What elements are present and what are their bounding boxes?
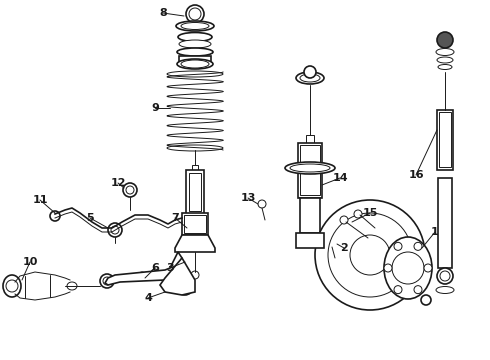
Circle shape bbox=[354, 210, 362, 218]
Ellipse shape bbox=[3, 275, 21, 297]
FancyBboxPatch shape bbox=[439, 112, 451, 167]
Text: 16: 16 bbox=[408, 170, 424, 180]
Circle shape bbox=[414, 285, 422, 294]
Text: 9: 9 bbox=[151, 103, 159, 113]
Ellipse shape bbox=[436, 49, 454, 55]
Circle shape bbox=[123, 183, 137, 197]
Circle shape bbox=[103, 277, 111, 285]
Text: 3: 3 bbox=[166, 263, 174, 273]
Ellipse shape bbox=[384, 237, 432, 299]
Text: 10: 10 bbox=[23, 257, 38, 267]
Circle shape bbox=[50, 211, 60, 221]
Circle shape bbox=[350, 235, 390, 275]
Circle shape bbox=[177, 279, 193, 295]
Text: 4: 4 bbox=[144, 293, 152, 303]
Text: 8: 8 bbox=[159, 8, 167, 18]
Circle shape bbox=[111, 226, 119, 234]
FancyBboxPatch shape bbox=[182, 213, 208, 235]
Circle shape bbox=[151, 269, 159, 277]
Circle shape bbox=[191, 271, 199, 279]
FancyBboxPatch shape bbox=[300, 145, 320, 195]
Circle shape bbox=[394, 242, 402, 250]
Circle shape bbox=[384, 264, 392, 272]
Ellipse shape bbox=[290, 164, 330, 172]
Text: 12: 12 bbox=[110, 178, 126, 188]
Circle shape bbox=[180, 282, 190, 292]
Ellipse shape bbox=[296, 72, 324, 84]
Circle shape bbox=[138, 272, 146, 280]
Ellipse shape bbox=[437, 57, 453, 63]
Ellipse shape bbox=[167, 71, 223, 77]
Circle shape bbox=[126, 186, 134, 194]
Circle shape bbox=[424, 264, 432, 272]
FancyBboxPatch shape bbox=[184, 215, 206, 233]
FancyBboxPatch shape bbox=[438, 178, 452, 268]
Text: 6: 6 bbox=[151, 263, 159, 273]
Text: 2: 2 bbox=[340, 243, 348, 253]
Ellipse shape bbox=[181, 22, 209, 30]
Circle shape bbox=[392, 252, 424, 284]
Circle shape bbox=[437, 268, 453, 284]
FancyBboxPatch shape bbox=[189, 173, 201, 211]
Circle shape bbox=[421, 295, 431, 305]
Ellipse shape bbox=[177, 48, 213, 56]
Circle shape bbox=[414, 242, 422, 250]
FancyBboxPatch shape bbox=[437, 110, 453, 170]
Circle shape bbox=[100, 274, 114, 288]
FancyBboxPatch shape bbox=[300, 198, 320, 233]
Polygon shape bbox=[175, 235, 215, 252]
FancyBboxPatch shape bbox=[192, 165, 198, 170]
Circle shape bbox=[440, 271, 450, 281]
Text: 15: 15 bbox=[362, 208, 378, 218]
Text: 14: 14 bbox=[332, 173, 348, 183]
Ellipse shape bbox=[285, 162, 335, 174]
Polygon shape bbox=[15, 272, 70, 300]
Circle shape bbox=[340, 216, 348, 224]
FancyBboxPatch shape bbox=[306, 135, 314, 143]
Polygon shape bbox=[296, 233, 324, 248]
Text: 7: 7 bbox=[171, 213, 179, 223]
Ellipse shape bbox=[436, 287, 454, 293]
Ellipse shape bbox=[179, 40, 211, 48]
Ellipse shape bbox=[67, 282, 77, 290]
Circle shape bbox=[327, 237, 337, 247]
FancyBboxPatch shape bbox=[298, 143, 322, 198]
Ellipse shape bbox=[181, 60, 209, 68]
Circle shape bbox=[186, 5, 204, 23]
Text: 1: 1 bbox=[431, 227, 439, 237]
Circle shape bbox=[304, 66, 316, 78]
Ellipse shape bbox=[176, 21, 214, 31]
Text: 5: 5 bbox=[86, 213, 94, 223]
Circle shape bbox=[108, 223, 122, 237]
Ellipse shape bbox=[177, 59, 213, 69]
Circle shape bbox=[313, 235, 323, 245]
Ellipse shape bbox=[300, 74, 320, 82]
Circle shape bbox=[394, 285, 402, 294]
Ellipse shape bbox=[438, 64, 452, 69]
Text: 13: 13 bbox=[240, 193, 256, 203]
Circle shape bbox=[315, 200, 425, 310]
Circle shape bbox=[198, 237, 208, 247]
FancyBboxPatch shape bbox=[186, 170, 204, 215]
Ellipse shape bbox=[167, 145, 223, 151]
Circle shape bbox=[258, 200, 266, 208]
Polygon shape bbox=[105, 252, 182, 285]
Circle shape bbox=[182, 237, 192, 247]
Circle shape bbox=[6, 280, 18, 292]
Circle shape bbox=[328, 213, 412, 297]
Ellipse shape bbox=[178, 32, 212, 41]
Circle shape bbox=[189, 8, 201, 20]
Text: 11: 11 bbox=[32, 195, 48, 205]
FancyBboxPatch shape bbox=[179, 56, 211, 63]
Circle shape bbox=[297, 235, 307, 245]
Polygon shape bbox=[160, 258, 195, 295]
Circle shape bbox=[437, 32, 453, 48]
